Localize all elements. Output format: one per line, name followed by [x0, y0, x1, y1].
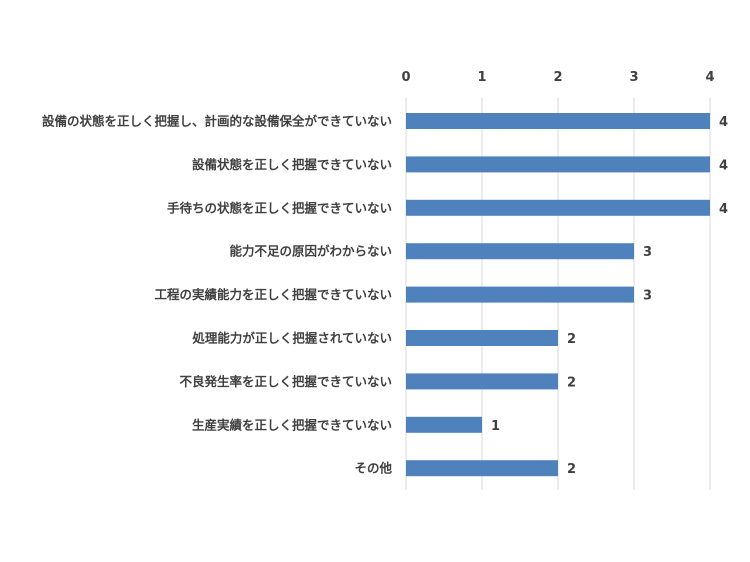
bar [406, 199, 710, 216]
data-label: 3 [643, 245, 652, 260]
data-label: 2 [567, 332, 576, 347]
data-label: 2 [567, 375, 576, 390]
category-label: 処理能力が正しく把握されていない [191, 331, 392, 346]
category-label: その他 [354, 461, 392, 476]
bar [406, 243, 634, 260]
category-labels: 設備の状態を正しく把握し、計画的な設備保全ができていない設備状態を正しく把握でき… [42, 114, 393, 476]
bar [406, 373, 558, 390]
category-label: 設備の状態を正しく把握し、計画的な設備保全ができていない [42, 114, 392, 129]
x-tick-label: 4 [705, 70, 714, 85]
data-label: 4 [719, 202, 728, 217]
x-tick-label: 2 [553, 70, 562, 85]
data-label: 2 [567, 462, 576, 477]
x-axis-ticks: 0 1 2 3 4 [401, 70, 714, 85]
x-tick-label: 1 [477, 70, 486, 85]
bar [406, 460, 558, 477]
category-label: 能力不足の原因がわからない [229, 244, 392, 259]
data-label: 4 [719, 115, 728, 130]
bar [406, 330, 558, 346]
category-label: 工程の実績能力を正しく把握できていない [154, 287, 392, 302]
data-label: 3 [643, 289, 652, 304]
bar [406, 156, 710, 173]
data-label: 4 [719, 158, 728, 173]
x-tick-label: 0 [401, 70, 410, 85]
bars [406, 113, 710, 477]
bar [406, 113, 710, 129]
bar [406, 416, 482, 433]
x-tick-label: 3 [629, 70, 638, 85]
bar [406, 286, 634, 303]
category-label: 設備状態を正しく把握できていない [192, 157, 392, 172]
category-label: 不良発生率を正しく把握できていない [179, 374, 392, 389]
data-labels: 4 4 4 3 3 2 2 1 2 [491, 115, 728, 477]
data-label: 1 [491, 419, 500, 434]
category-label: 生産実績を正しく把握できていない [192, 417, 392, 432]
category-label: 手待ちの状態を正しく把握できていない [167, 200, 392, 215]
